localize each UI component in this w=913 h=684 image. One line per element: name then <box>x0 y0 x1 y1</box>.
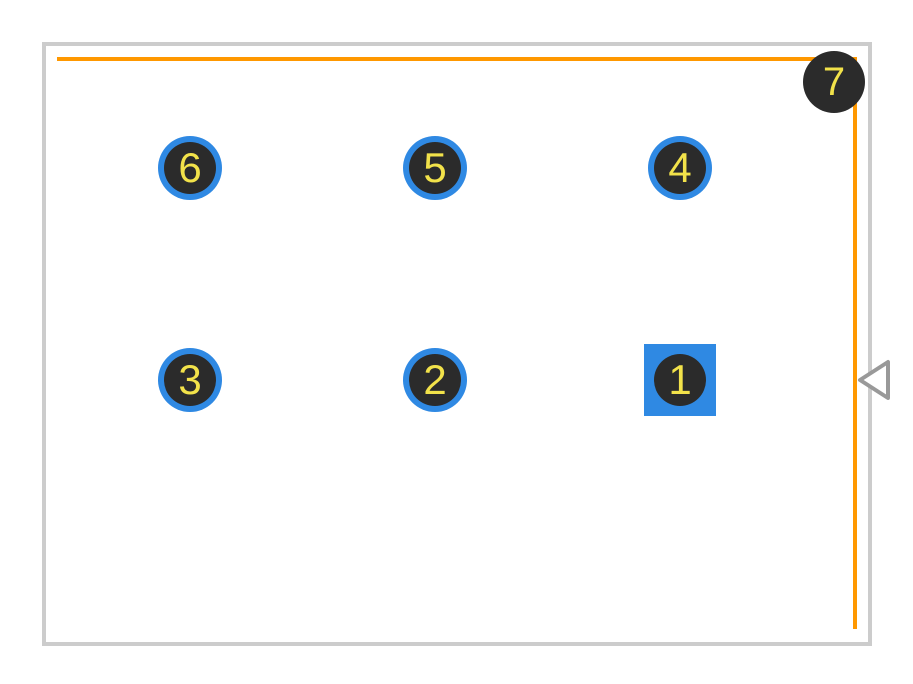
pad-3-drill: 3 <box>164 354 216 406</box>
pad-1-label: 1 <box>668 356 691 404</box>
pin1-marker-icon <box>856 358 892 402</box>
pad-6-drill: 6 <box>164 142 216 194</box>
pad-2-drill: 2 <box>409 354 461 406</box>
pin-7-badge: 7 <box>803 51 865 113</box>
pad-4-drill: 4 <box>654 142 706 194</box>
pad-2-label: 2 <box>423 356 446 404</box>
pin-7-label: 7 <box>823 60 845 105</box>
pad-1-drill: 1 <box>654 354 706 406</box>
pad-4-label: 4 <box>668 144 691 192</box>
pad-5-label: 5 <box>423 144 446 192</box>
pad-6-label: 6 <box>178 144 201 192</box>
pad-5-drill: 5 <box>409 142 461 194</box>
pad-3-label: 3 <box>178 356 201 404</box>
